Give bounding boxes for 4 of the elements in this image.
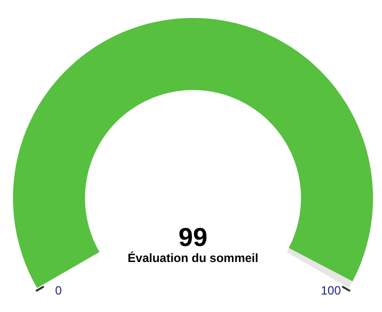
text: Évaluation du sommeil [128,251,258,265]
text: 0 [55,283,62,298]
text: 100 [320,283,342,298]
text: 99 [178,222,208,252]
